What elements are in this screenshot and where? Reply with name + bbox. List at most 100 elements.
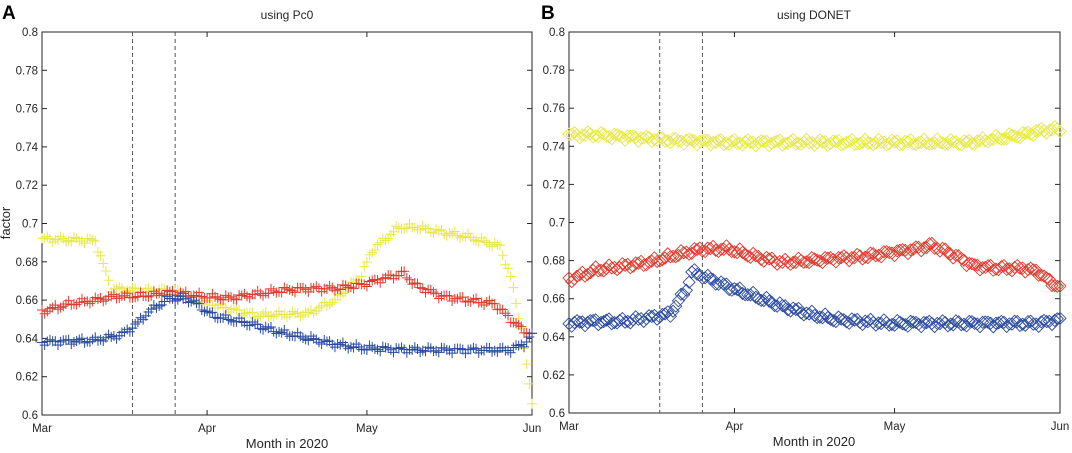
panel-b-marker-blue xyxy=(959,319,974,333)
panel-a-series-red xyxy=(37,266,537,339)
panel-b-marker-blue xyxy=(858,314,872,328)
panel-b-marker-blue xyxy=(581,315,595,330)
panel-a-marker-yellow xyxy=(391,221,402,232)
panel-b-marker-red xyxy=(615,257,630,271)
panel-a-marker-blue xyxy=(305,331,316,342)
panel-b-marker-blue xyxy=(957,317,971,331)
panel-b-marker-red xyxy=(855,252,870,266)
panel-b-marker-blue xyxy=(975,315,990,329)
panel-b-marker-yellow xyxy=(994,132,1008,146)
panel-b-marker-yellow xyxy=(839,135,854,149)
panel-b-marker-yellow xyxy=(978,134,992,148)
panel-b-marker-blue xyxy=(583,314,597,328)
panel-a-marker-blue xyxy=(167,293,178,304)
panel-a-marker-blue xyxy=(175,291,186,302)
panel-b-marker-yellow xyxy=(634,131,648,145)
panel-a-marker-yellow xyxy=(308,308,319,319)
panel-a-marker-yellow xyxy=(47,237,58,248)
panel-a-marker-red xyxy=(212,292,223,303)
panel-a-marker-yellow xyxy=(511,298,522,309)
panel-a-marker-yellow xyxy=(247,307,258,318)
panel-a-marker-red xyxy=(228,293,239,304)
panel-a-marker-red xyxy=(220,290,231,301)
panel-b-marker-blue xyxy=(869,318,883,332)
panel-a-marker-red xyxy=(84,298,95,309)
panel-a-marker-yellow xyxy=(457,231,468,242)
panel-a-marker-blue xyxy=(37,337,47,348)
panel-b-marker-blue xyxy=(698,271,712,285)
panel-b-marker-blue xyxy=(903,314,918,329)
panel-b-marker-blue xyxy=(799,306,814,320)
panel-b-marker-red xyxy=(642,255,656,269)
panel-b-marker-blue xyxy=(1005,317,1019,331)
panel-a-marker-red xyxy=(409,277,420,288)
panel-b-marker-red xyxy=(1040,271,1054,285)
panel-a-marker-red xyxy=(503,310,514,321)
panel-b-marker-yellow xyxy=(895,137,910,152)
panel-b-marker-yellow xyxy=(898,134,912,149)
panel-b-marker-blue xyxy=(978,315,992,329)
panel-a-marker-red xyxy=(375,277,386,288)
panel-a-marker-blue xyxy=(415,347,426,358)
panel-b-marker-yellow xyxy=(1013,131,1027,145)
panel-a-marker-blue xyxy=(220,309,231,320)
panel-b-marker-blue xyxy=(647,308,662,323)
panel-a-marker-red xyxy=(87,296,98,307)
panel-a-x-axis-label: Month in 2020 xyxy=(246,436,328,451)
panel-b-marker-blue xyxy=(690,267,704,281)
panel-b-marker-yellow xyxy=(706,135,720,150)
panel-a-marker-red xyxy=(122,288,133,299)
panel-b-marker-red xyxy=(583,266,597,280)
panel-a-marker-yellow xyxy=(324,299,335,310)
panel-a-marker-red xyxy=(364,276,375,287)
panel-b-marker-blue xyxy=(815,311,830,325)
panel-b-title: using DONET xyxy=(777,8,852,22)
panel-a-marker-yellow xyxy=(527,398,537,409)
panel-b-marker-red xyxy=(757,254,771,268)
panel-a-marker-yellow xyxy=(492,239,503,250)
panel-b-marker-yellow xyxy=(781,136,795,150)
panel-a-marker-red xyxy=(513,320,524,331)
panel-b-marker-yellow xyxy=(794,137,808,152)
panel-a-marker-yellow xyxy=(417,220,428,231)
panel-a-marker-yellow xyxy=(98,258,109,269)
panel-b-marker-yellow xyxy=(679,133,694,147)
panel-b-marker-yellow xyxy=(647,133,662,147)
panel-b-marker-yellow xyxy=(711,133,726,147)
panel-b-marker-blue xyxy=(677,288,691,302)
panel-a-marker-yellow xyxy=(521,359,532,370)
panel-b-marker-yellow xyxy=(959,135,974,149)
panel-b-marker-blue xyxy=(757,293,771,308)
panel-b-marker-blue xyxy=(575,315,589,329)
panel-b-marker-red xyxy=(983,258,998,273)
panel-b-marker-red xyxy=(562,271,576,285)
panel-b-marker-red xyxy=(709,243,723,257)
panel-b-y-tick-label: 0.7 xyxy=(549,218,565,230)
panel-b-marker-red xyxy=(879,245,894,259)
panel-a-marker-yellow xyxy=(479,235,490,246)
panel-a-marker-red xyxy=(287,285,298,296)
panel-a-x-tick-label: Apr xyxy=(198,423,216,435)
panel-a-marker-blue xyxy=(239,317,250,328)
panel-a-marker-blue xyxy=(132,317,143,328)
panel-b-y-tick-label: 0.6 xyxy=(549,408,565,420)
panel-b-marker-red xyxy=(594,263,608,277)
panel-a-marker-blue xyxy=(444,345,455,356)
panel-a-marker-blue xyxy=(521,337,532,348)
panel-a-marker-blue xyxy=(388,347,399,358)
panel-b-marker-yellow xyxy=(831,133,846,148)
panel-b-marker-yellow xyxy=(751,135,766,150)
panel-a-marker-blue xyxy=(146,304,157,315)
panel-b-marker-red xyxy=(850,247,864,262)
panel-a-marker-blue xyxy=(303,335,314,346)
panel-b-marker-yellow xyxy=(765,136,779,150)
panel-a-marker-red xyxy=(289,287,300,298)
panel-a-marker-yellow xyxy=(114,281,125,292)
panel-b-marker-blue xyxy=(1008,314,1022,328)
panel-b-marker-blue xyxy=(906,315,920,329)
panel-b-marker-red xyxy=(813,254,827,268)
panel-b-marker-red xyxy=(1024,261,1038,275)
panel-a-marker-blue xyxy=(447,348,458,359)
panel-b-marker-red xyxy=(567,272,581,286)
panel-a-marker-yellow xyxy=(399,223,410,234)
